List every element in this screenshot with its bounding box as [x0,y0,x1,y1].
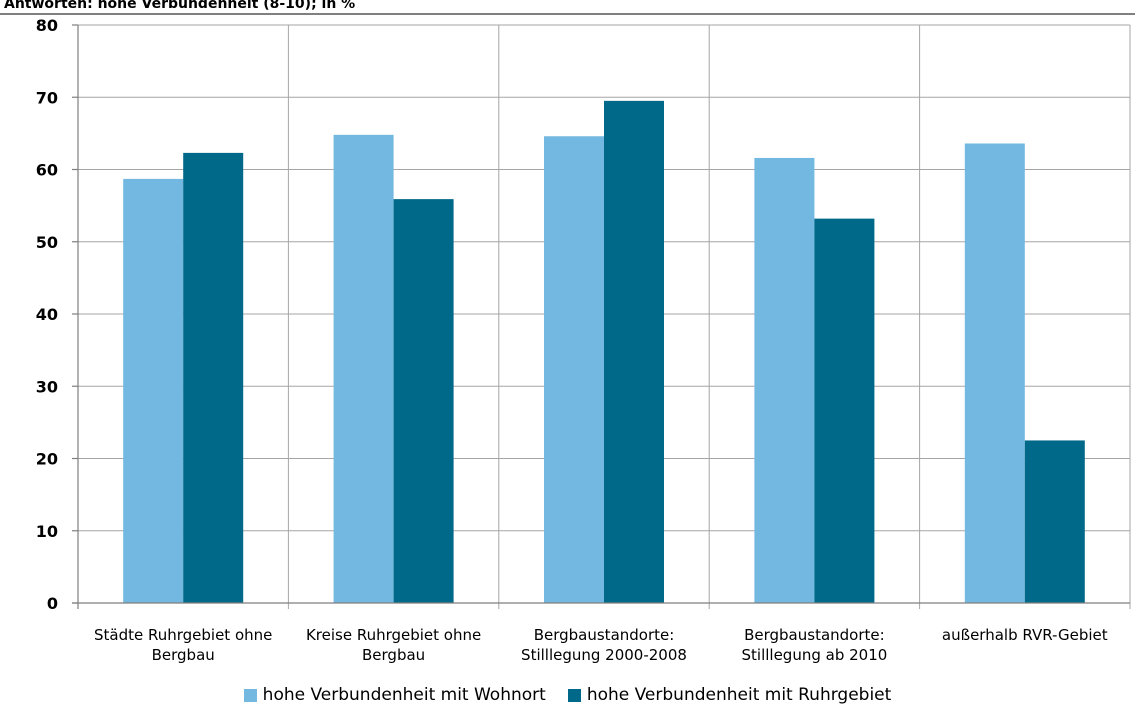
y-tick-label: 80 [36,16,58,35]
y-tick-label: 50 [36,233,58,252]
bar-series-1-cat-4 [1024,440,1085,603]
x-category-label: Stilllegung ab 2010 [742,646,888,664]
bar-series-1-cat-3 [814,218,875,603]
legend-swatch-wohnort [243,688,257,702]
legend-swatch-ruhrgebiet [567,688,581,702]
bar-series-0-cat-2 [544,136,604,603]
bar-series-0-cat-1 [333,134,394,603]
x-category-label: Kreise Ruhrgebiet ohne [306,626,481,644]
x-category-label: Bergbaustandorte: [744,626,885,644]
y-tick-label: 10 [36,522,58,541]
axes [0,13,1135,609]
x-category-label: außerhalb RVR-Gebiet [942,626,1108,644]
bars [123,100,1085,604]
legend-item-wohnort: hohe Verbundenheit mit Wohnort [243,685,546,705]
y-tick-label: 40 [36,305,58,324]
legend: hohe Verbundenheit mit Wohnort hohe Verb… [0,682,1135,708]
x-category-label: Bergbau [362,646,425,664]
bar-series-1-cat-0 [183,152,244,603]
bar-series-0-cat-4 [964,143,1025,604]
x-category-label: Bergbau [152,646,215,664]
bar-series-0-cat-0 [123,178,184,603]
legend-label-wohnort: hohe Verbundenheit mit Wohnort [262,685,546,705]
x-category-label: Städte Ruhrgebiet ohne [94,626,272,644]
bar-series-1-cat-1 [393,199,454,603]
x-category-label: Stilllegung 2000-2008 [521,646,687,664]
tick-labels: 0 10 20 30 40 50 60 70 80 Städte Ruhrgebiet ohne B… [36,16,1108,664]
bar-series-1-cat-2 [604,100,664,604]
legend-label-ruhrgebiet: hohe Verbundenheit mit Ruhrgebiet [586,685,892,705]
chart-title: Antworten: hohe Verbundenheit (8-10); in… [4,0,356,12]
y-tick-label: 60 [36,161,58,180]
y-tick-label: 30 [36,377,58,396]
bar-series-0-cat-3 [754,157,815,603]
y-tick-label: 20 [36,450,58,469]
y-tick-label: 0 [47,594,58,613]
y-tick-label: 70 [36,88,58,107]
x-category-label: Bergbaustandorte: [534,626,675,644]
legend-item-ruhrgebiet: hohe Verbundenheit mit Ruhrgebiet [567,685,892,705]
